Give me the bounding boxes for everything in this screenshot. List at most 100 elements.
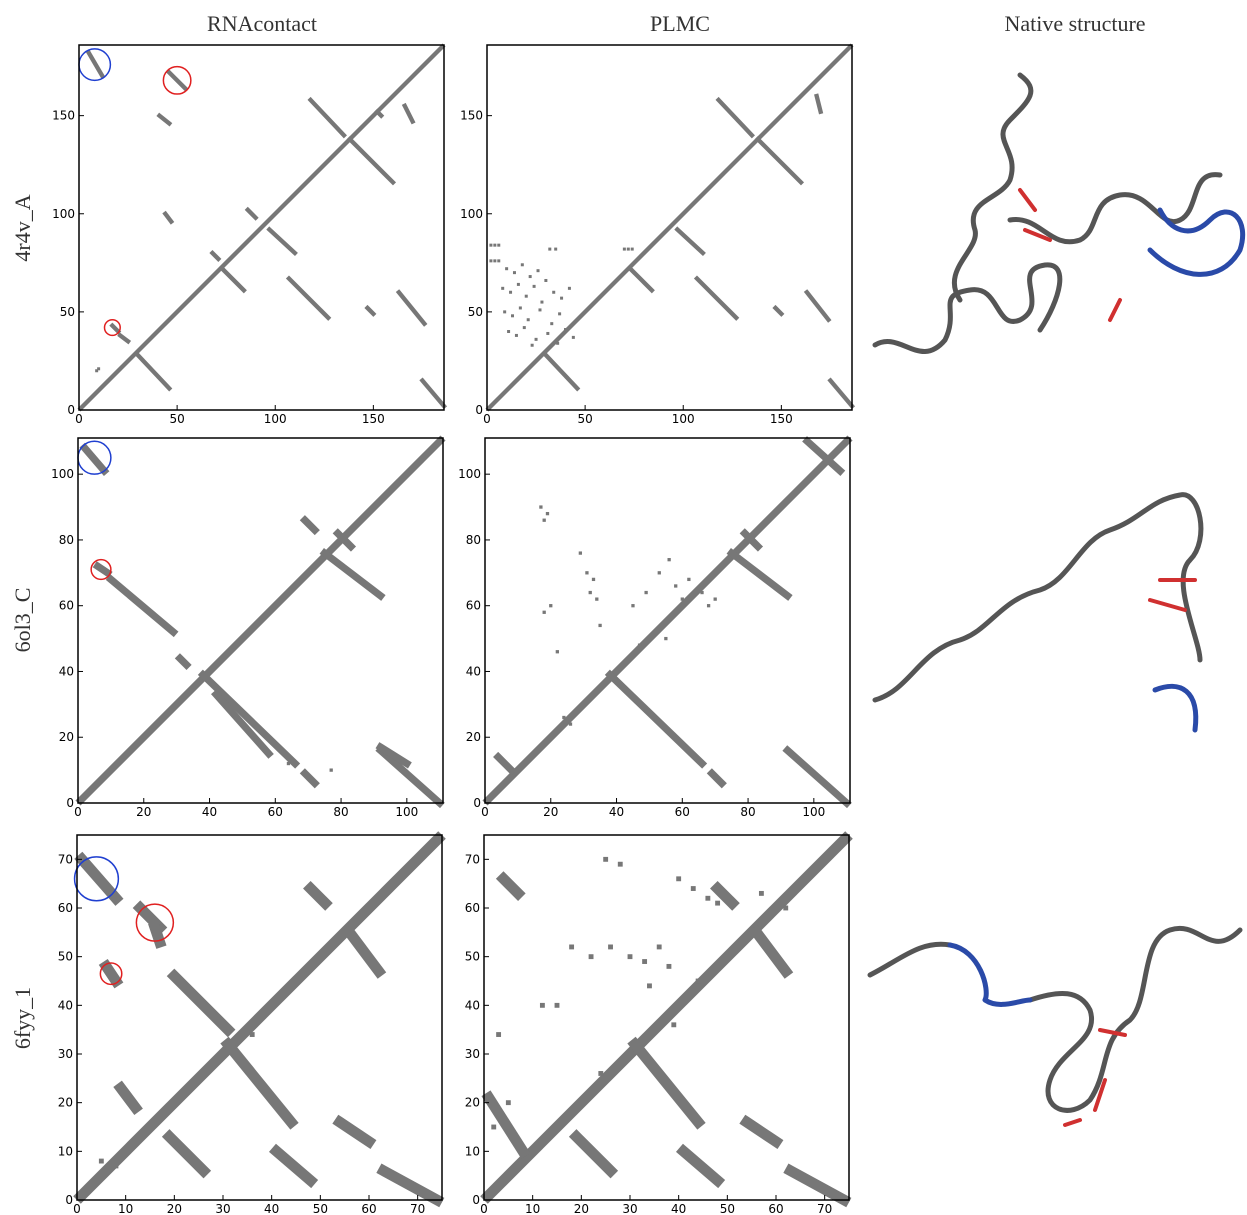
contact-stem (546, 355, 577, 388)
contact-stem (377, 112, 381, 116)
y-tick-label: 60 (466, 599, 481, 613)
y-tick-label: 60 (465, 901, 480, 915)
contact-point (505, 267, 508, 270)
contact-stem (732, 553, 788, 596)
row-label: 6ol3_C (10, 588, 35, 653)
y-tick-label: 80 (59, 533, 74, 547)
contact-point (631, 604, 634, 607)
contact-point (585, 571, 588, 574)
contact-stem (697, 279, 736, 318)
contact-stem (169, 1137, 203, 1171)
contact-point (658, 571, 661, 574)
x-tick-label: 0 (73, 1202, 81, 1215)
contact-stem (503, 879, 518, 894)
y-tick-label: 0 (475, 403, 483, 417)
contact-stem (277, 1151, 311, 1180)
contact-stem (350, 932, 379, 971)
diagonal (485, 438, 850, 803)
contact-point (489, 259, 492, 262)
contact-point (564, 328, 567, 331)
contact-point (521, 263, 524, 266)
contact-stem (576, 1137, 610, 1171)
contact-point (493, 244, 496, 247)
contact-stem (788, 750, 847, 803)
contact-stem (384, 1171, 438, 1200)
contact-point (642, 959, 647, 964)
diagonal (79, 45, 444, 410)
contact-point (519, 306, 522, 309)
contact-point (715, 901, 720, 906)
contact-map: 050100150050100150 (460, 45, 852, 426)
y-tick-label: 40 (466, 664, 481, 678)
contact-point (556, 342, 559, 345)
contact-point (618, 862, 623, 867)
x-tick-label: 20 (167, 1202, 182, 1215)
contact-point (555, 1003, 560, 1008)
x-tick-label: 0 (75, 412, 83, 426)
contact-stem (203, 675, 295, 764)
contact-point (598, 1071, 603, 1076)
contact-point (707, 604, 710, 607)
contact-stem (712, 773, 722, 783)
contact-map: 010203040506070010203040506070 (465, 835, 849, 1215)
y-tick-label: 30 (465, 1047, 480, 1061)
y-tick-label: 80 (466, 533, 481, 547)
contact-point (552, 291, 555, 294)
y-tick-label: 100 (460, 207, 483, 221)
contact-point (562, 716, 565, 719)
contact-point (535, 338, 538, 341)
contact-point (97, 367, 100, 370)
contact-point (114, 1164, 119, 1169)
contact-point (603, 857, 608, 862)
x-tick-label: 40 (202, 805, 217, 819)
contact-point (700, 591, 703, 594)
contact-point (638, 644, 641, 647)
contact-point (540, 301, 543, 304)
contact-point (538, 308, 541, 311)
diagonal (484, 835, 849, 1200)
x-tick-label: 30 (622, 1202, 637, 1215)
contact-stem (325, 553, 381, 596)
contact-stem (757, 932, 786, 971)
y-tick-label: 60 (58, 901, 73, 915)
x-tick-label: 150 (770, 412, 793, 426)
x-tick-label: 10 (525, 1202, 540, 1215)
contact-stem (305, 520, 315, 530)
x-tick-label: 0 (481, 805, 489, 819)
x-tick-label: 70 (410, 1202, 425, 1215)
y-tick-label: 0 (66, 796, 74, 810)
diagonal (77, 835, 442, 1200)
contact-stem (340, 1122, 369, 1141)
contact-point (509, 291, 512, 294)
y-tick-label: 20 (59, 730, 74, 744)
y-tick-label: 100 (458, 467, 481, 481)
y-tick-label: 0 (472, 1193, 480, 1207)
contact-stem (89, 53, 103, 77)
contact-stem (138, 355, 169, 388)
x-tick-label: 100 (395, 805, 418, 819)
contact-stem (85, 448, 105, 471)
contact-stem (311, 889, 326, 904)
contact-stem (684, 1151, 718, 1180)
contact-stem (405, 106, 413, 122)
contact-stem (807, 292, 829, 319)
x-tick-label: 80 (333, 805, 348, 819)
contact-stem (498, 757, 511, 770)
x-tick-label: 150 (362, 412, 385, 426)
contact-stem (350, 139, 393, 182)
contact-point (572, 336, 575, 339)
contact-point (548, 248, 551, 251)
contact-point (558, 312, 561, 315)
contact-point (783, 906, 788, 911)
x-tick-label: 80 (740, 805, 755, 819)
contact-stem (758, 139, 801, 182)
column-title: PLMC (650, 11, 710, 36)
y-tick-label: 0 (67, 403, 75, 417)
x-tick-label: 60 (268, 805, 283, 819)
x-tick-label: 40 (609, 805, 624, 819)
contact-stem (228, 1044, 291, 1122)
y-tick-label: 50 (468, 305, 483, 319)
x-tick-label: 20 (136, 805, 151, 819)
y-tick-label: 40 (465, 998, 480, 1012)
contact-point (546, 332, 549, 335)
